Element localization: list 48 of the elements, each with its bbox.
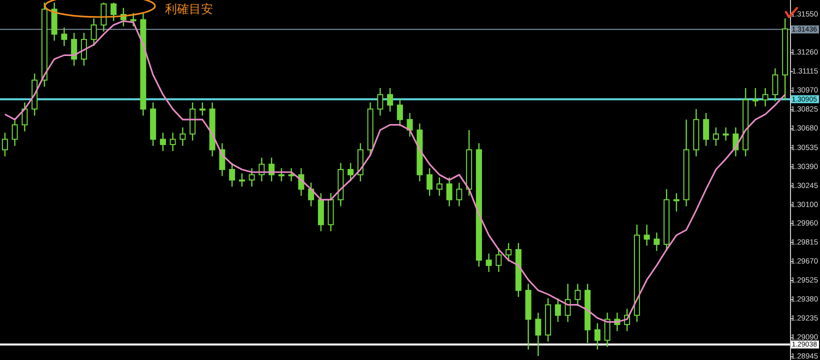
candlestick bbox=[377, 87, 384, 116]
candlestick bbox=[604, 312, 610, 348]
candlestick bbox=[654, 232, 660, 252]
candlestick bbox=[160, 132, 166, 152]
candlestick bbox=[170, 132, 176, 152]
candlestick bbox=[456, 182, 462, 207]
candlestick bbox=[752, 87, 758, 108]
candlestick bbox=[2, 132, 8, 157]
candlestick bbox=[238, 172, 245, 188]
candlestick bbox=[554, 298, 561, 322]
candlestick bbox=[496, 248, 502, 273]
candlestick bbox=[703, 112, 710, 146]
annotation: 利確目安 bbox=[165, 2, 213, 16]
candlestick bbox=[348, 162, 354, 182]
candlestick bbox=[387, 87, 394, 112]
candlestick bbox=[308, 182, 314, 207]
candlestick bbox=[22, 102, 28, 132]
candlestick bbox=[426, 168, 433, 196]
candlestick bbox=[574, 283, 581, 307]
candlestick bbox=[12, 118, 18, 146]
candlestick bbox=[130, 12, 136, 27]
candlestick bbox=[594, 322, 600, 350]
candlestick bbox=[110, 2, 117, 22]
candlestick bbox=[564, 283, 571, 322]
candlestick bbox=[406, 112, 413, 138]
candlestick bbox=[396, 98, 403, 127]
candlestick bbox=[180, 126, 186, 146]
candlestick bbox=[535, 312, 542, 357]
candlestick bbox=[199, 102, 206, 116]
candlestick bbox=[446, 176, 452, 207]
candlestick bbox=[90, 18, 97, 47]
candlestick bbox=[506, 242, 512, 262]
candlestick bbox=[772, 68, 778, 102]
candlestick bbox=[644, 224, 650, 246]
candlestick bbox=[673, 192, 680, 212]
candlestick bbox=[762, 87, 768, 108]
candlestick bbox=[80, 32, 87, 66]
candlestick bbox=[722, 126, 729, 142]
candlestick bbox=[486, 252, 492, 273]
candlestick bbox=[248, 168, 255, 188]
candlestick bbox=[61, 26, 68, 47]
candlestick bbox=[100, 2, 107, 32]
candlestick bbox=[278, 168, 284, 182]
candlestick bbox=[712, 126, 719, 146]
candlestick bbox=[436, 176, 442, 196]
candlestick bbox=[288, 168, 294, 182]
candlestick bbox=[71, 32, 78, 66]
candlestick bbox=[229, 162, 236, 188]
